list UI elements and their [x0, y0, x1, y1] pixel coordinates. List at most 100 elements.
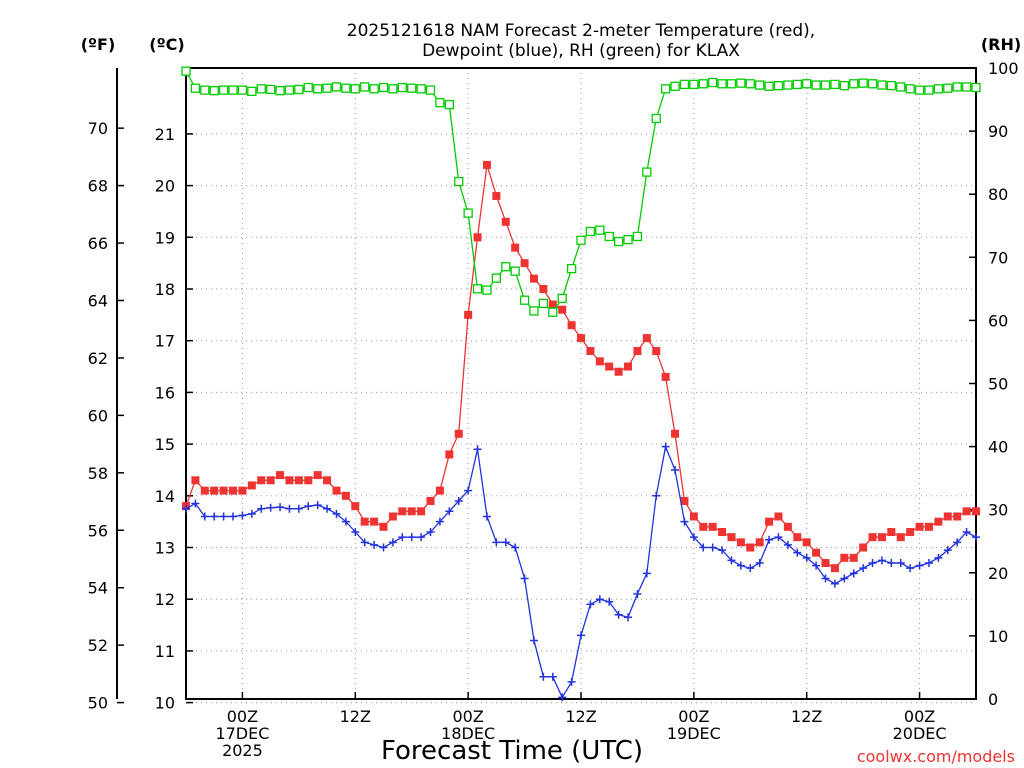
rh-point [472, 284, 483, 294]
fahrenheit-axis-label: (ºF) [81, 35, 116, 54]
celsius-tick-label: 20 [155, 177, 175, 196]
dewpoint-point [718, 546, 727, 555]
temperature-point [492, 191, 501, 200]
dewpoint-point [266, 503, 275, 512]
dewpoint-point [953, 538, 962, 547]
rh-point [670, 81, 680, 91]
temperature-point [972, 507, 980, 516]
temperature-point [840, 553, 849, 562]
rh-point [209, 86, 219, 96]
dewpoint-point [445, 507, 454, 516]
rh-point [491, 273, 502, 283]
celsius-tick-label: 11 [155, 642, 175, 661]
dewpoint-point [736, 561, 745, 570]
rh-tick-label: 10 [988, 627, 1008, 646]
rh-point [886, 81, 897, 91]
rh-point [444, 99, 454, 110]
dewpoint-point [229, 512, 238, 521]
dewpoint-point [520, 574, 529, 583]
rh-point [369, 84, 379, 94]
temperature-point [360, 517, 369, 526]
rh-point [237, 85, 248, 95]
rh-point [313, 84, 323, 94]
celsius-tick-label: 19 [155, 228, 175, 247]
rh-point [613, 236, 624, 247]
x-tick-label: 12Z [791, 707, 822, 726]
temperature-point [266, 476, 275, 485]
temperature-point [482, 160, 491, 169]
temperature-point [671, 429, 680, 438]
celsius-tick-label: 18 [155, 280, 175, 299]
dewpoint-point [821, 574, 830, 583]
fahrenheit-tick-label: 50 [88, 694, 108, 713]
rh-tick-label: 60 [988, 311, 1008, 330]
temperature-point [849, 553, 858, 562]
rh-line [185, 70, 977, 314]
temperature-point [661, 372, 670, 381]
fahrenheit-tick-label: 62 [88, 349, 108, 368]
temperature-point [906, 527, 915, 536]
rh-point [256, 84, 266, 94]
rh-point [660, 84, 671, 94]
rh-point [811, 80, 821, 90]
temperature-point [398, 507, 407, 516]
temperature-point [351, 502, 360, 511]
dewpoint-point [577, 631, 585, 640]
celsius-tick-label: 15 [155, 435, 175, 454]
rh-point [971, 82, 981, 93]
temperature-point [200, 486, 209, 495]
dewpoint-point [680, 517, 689, 526]
celsius-tick-label: 16 [155, 383, 175, 402]
rh-point [764, 81, 774, 91]
rh-point [783, 80, 793, 90]
temperature-point [511, 243, 520, 252]
fahrenheit-tick-label: 64 [88, 291, 108, 310]
temperature-point [454, 429, 463, 438]
rh-point [802, 79, 812, 89]
dewpoint-point [435, 517, 444, 526]
rh-point [830, 79, 840, 90]
temperature-point [370, 517, 379, 526]
x-tick-label: 12Z [340, 707, 371, 726]
x-tick-label: 12Z [565, 707, 596, 726]
x-tick-label: 00Z [678, 707, 709, 726]
rh-point [407, 83, 417, 93]
x-tick-label: 00Z [452, 707, 483, 726]
dewpoint-point [924, 559, 933, 568]
celsius-tick-label: 14 [155, 487, 175, 506]
rh-point [576, 235, 586, 245]
dewpoint-point [257, 504, 266, 513]
rh-point [341, 83, 351, 93]
fahrenheit-tick-label: 56 [88, 521, 108, 540]
dewpoint-point [943, 546, 952, 555]
temperature-point [313, 471, 322, 480]
rh-point [689, 79, 699, 90]
temperature-point [229, 486, 238, 495]
dewpoint-point [774, 533, 783, 542]
dewpoint-point [351, 527, 360, 536]
x-tick-label: 17DEC [215, 724, 269, 743]
dewpoint-point [511, 543, 520, 552]
temperature-point [276, 471, 285, 480]
dewpoint-point [360, 538, 369, 547]
dewpoint-point [699, 543, 708, 552]
temperature-point [388, 512, 397, 521]
dewpoint-point [802, 553, 811, 562]
dewpoint-point [238, 511, 247, 520]
rh-point [604, 231, 614, 242]
rh-point [755, 80, 765, 90]
credit-text: coolwx.com/models [857, 747, 1015, 766]
rh-point [425, 85, 436, 95]
temperature-point [341, 491, 350, 500]
dewpoint-point [605, 597, 614, 606]
rh-point [247, 86, 257, 96]
temperature-point [417, 507, 426, 516]
temperature-point [539, 285, 548, 293]
dewpoint-point [454, 496, 463, 505]
rh-tick-label: 50 [988, 375, 1008, 394]
temperature-point [247, 481, 256, 490]
rh-tick-label: 40 [988, 438, 1008, 457]
dewpoint-point [586, 600, 595, 609]
rh-point [566, 264, 577, 274]
